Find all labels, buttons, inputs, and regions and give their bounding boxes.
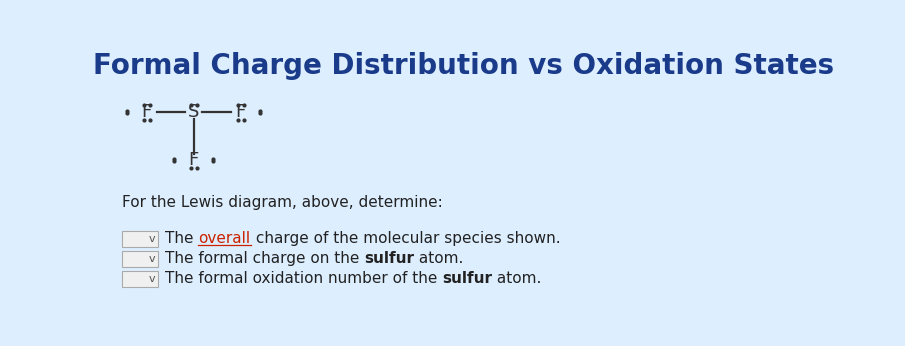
Text: atom.: atom. — [414, 251, 463, 266]
Text: Formal Charge Distribution vs Oxidation States: Formal Charge Distribution vs Oxidation … — [93, 52, 834, 80]
Text: F: F — [235, 103, 246, 121]
Text: v: v — [148, 234, 156, 244]
Text: F: F — [188, 151, 199, 169]
Text: sulfur: sulfur — [365, 251, 414, 266]
Text: S: S — [188, 103, 199, 121]
Text: v: v — [148, 254, 156, 264]
Text: overall: overall — [198, 231, 251, 246]
Text: The formal oxidation number of the: The formal oxidation number of the — [165, 271, 443, 286]
Text: The: The — [165, 231, 198, 246]
Text: For the Lewis diagram, above, determine:: For the Lewis diagram, above, determine: — [121, 195, 443, 210]
FancyBboxPatch shape — [121, 231, 158, 247]
Text: F: F — [142, 103, 152, 121]
Text: v: v — [148, 274, 156, 284]
Text: The formal charge on the: The formal charge on the — [165, 251, 365, 266]
FancyBboxPatch shape — [121, 251, 158, 267]
Text: sulfur: sulfur — [443, 271, 492, 286]
Text: charge of the molecular species shown.: charge of the molecular species shown. — [251, 231, 560, 246]
Text: atom.: atom. — [492, 271, 542, 286]
FancyBboxPatch shape — [121, 271, 158, 286]
